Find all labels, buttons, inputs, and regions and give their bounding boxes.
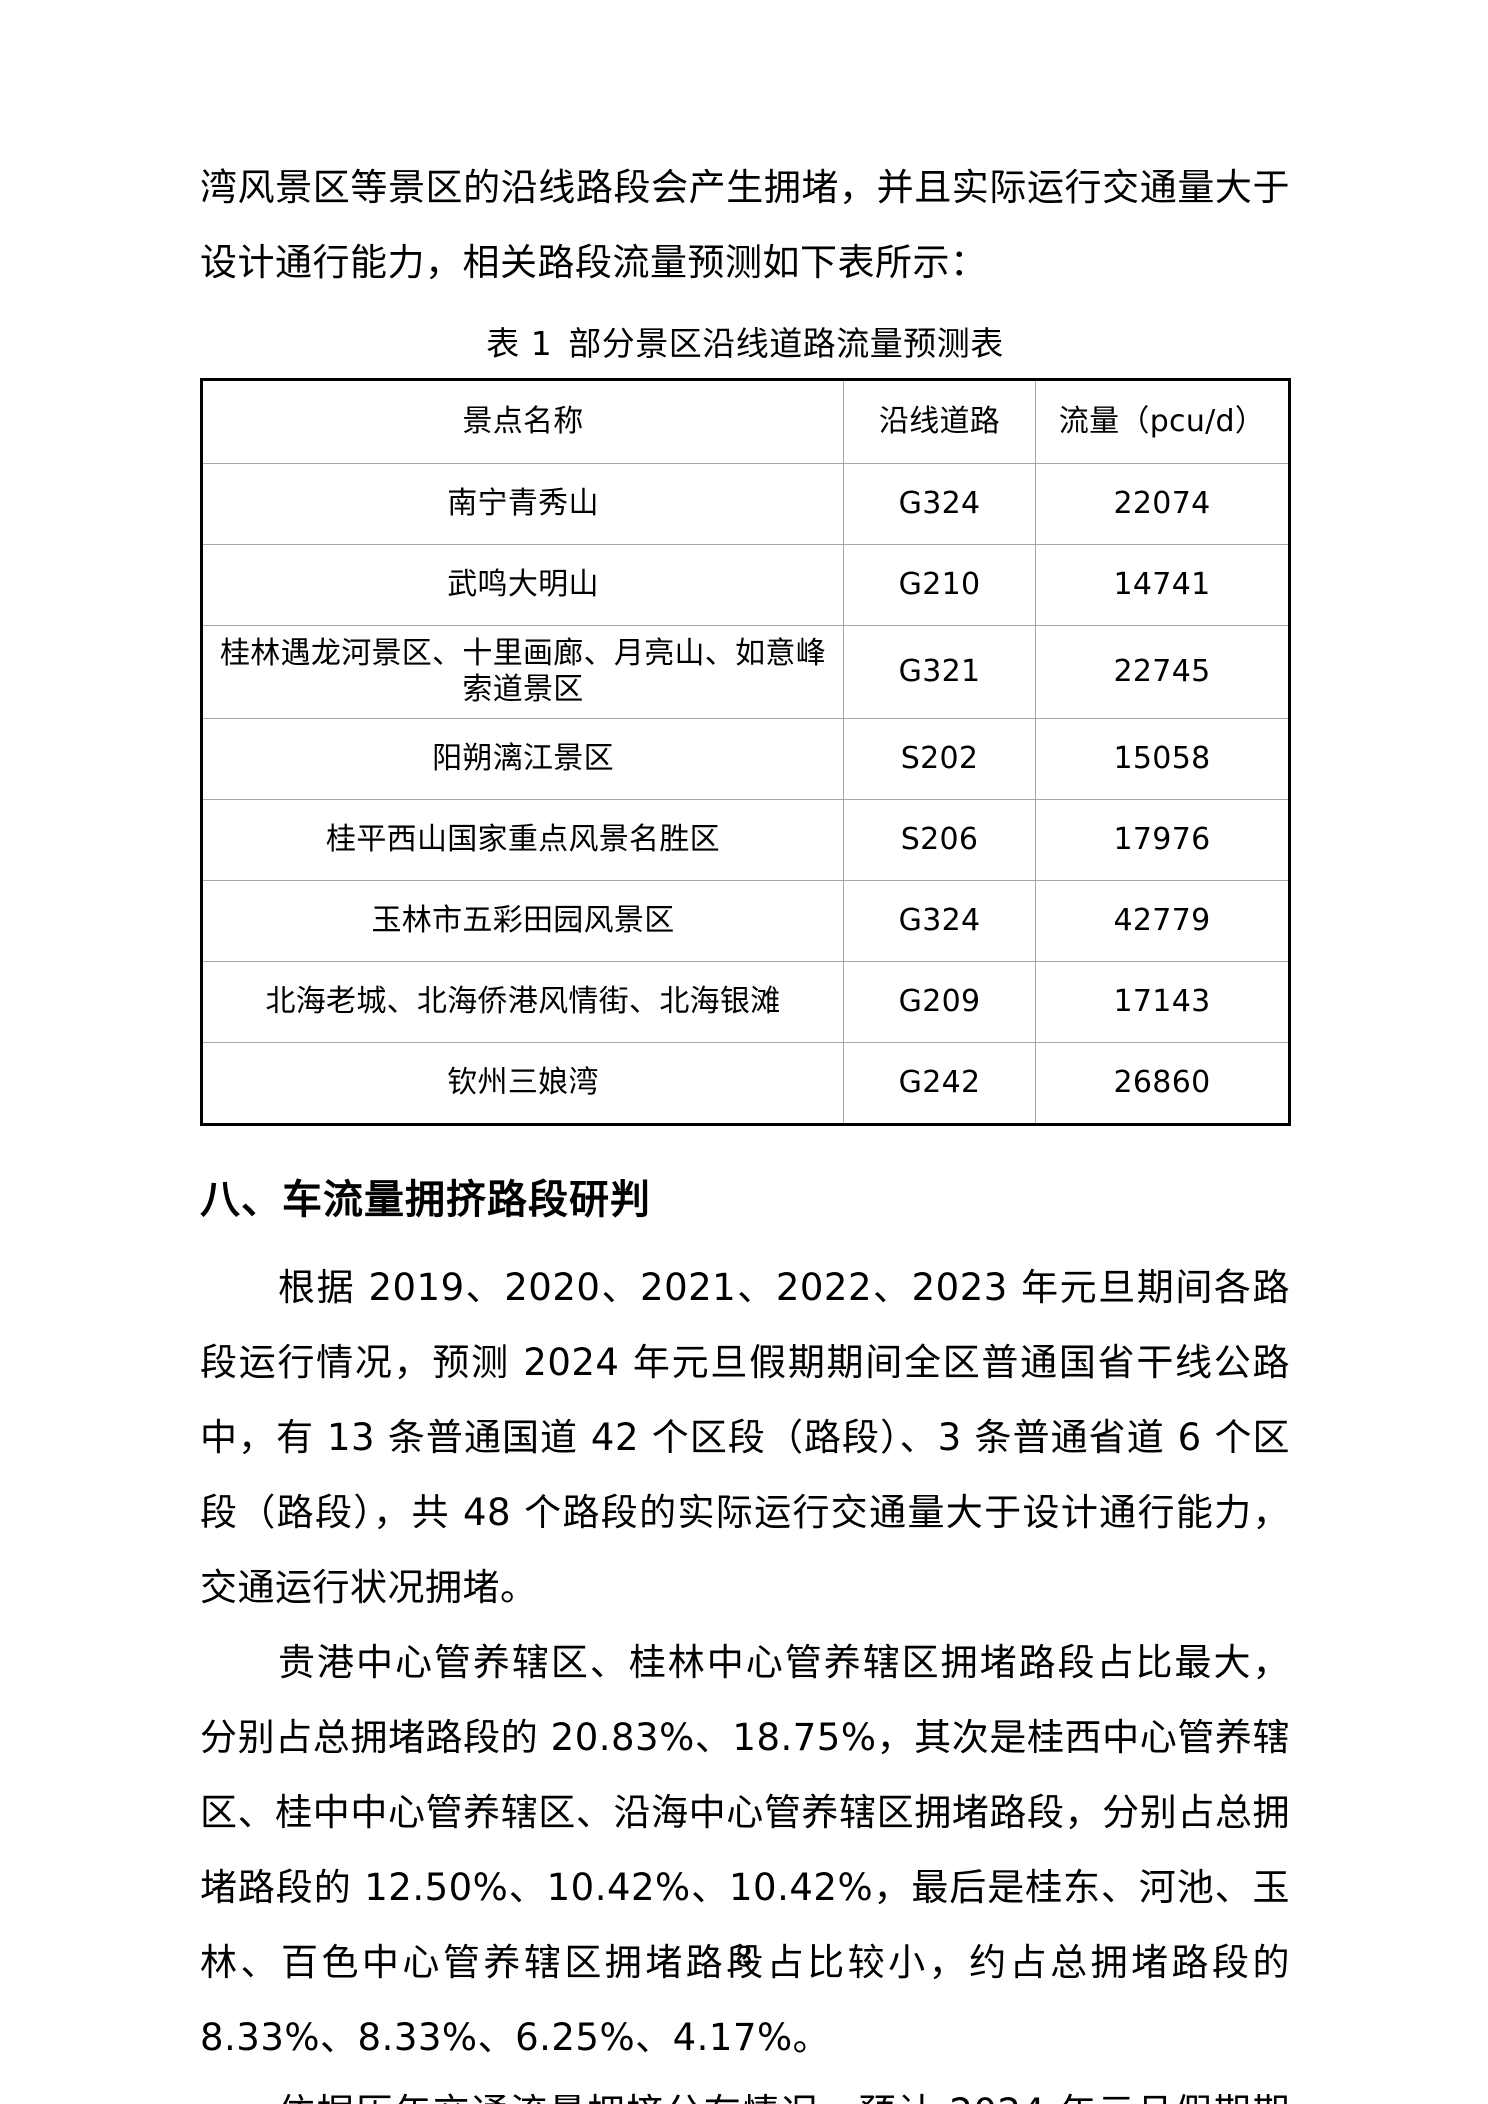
section-heading: 八、车流量拥挤路段研判 xyxy=(200,1177,651,1223)
cell-scenic: 南宁青秀山 xyxy=(200,463,844,545)
table-row: 南宁青秀山 G324 22074 xyxy=(200,463,1291,545)
cell-flow: 17976 xyxy=(1035,799,1291,881)
cell-scenic: 桂平西山国家重点风景名胜区 xyxy=(200,799,844,881)
cell-scenic: 玉林市五彩田园风景区 xyxy=(200,880,844,962)
cell-road: G324 xyxy=(843,463,1036,545)
cell-road: S202 xyxy=(843,718,1036,800)
cell-road: G242 xyxy=(843,1042,1036,1126)
table-caption-label: 表 1 xyxy=(486,324,553,363)
cell-scenic: 阳朔漓江景区 xyxy=(200,718,844,800)
page-number: 8 xyxy=(735,1940,753,1973)
table-caption-text: 部分景区沿线道路流量预测表 xyxy=(568,324,1004,363)
paragraph-3: 依据历年交通流量拥挤分布情况，预计 2024 年元旦假期期间全区 xyxy=(200,2075,1290,2104)
cell-flow: 22745 xyxy=(1035,625,1291,719)
cell-scenic: 钦州三娘湾 xyxy=(200,1042,844,1126)
paragraph-2: 贵港中心管养辖区、桂林中心管养辖区拥堵路段占比最大，分别占总拥堵路段的 20.8… xyxy=(200,1641,1290,2059)
cell-flow: 26860 xyxy=(1035,1042,1291,1126)
column-header-road: 沿线道路 xyxy=(843,378,1036,464)
cell-road: S206 xyxy=(843,799,1036,881)
table-row: 阳朔漓江景区 S202 15058 xyxy=(200,718,1291,800)
scenic-road-flow-table: 景点名称 沿线道路 流量（pcu/d） 南宁青秀山 G324 22074 武鸣大… xyxy=(200,378,1291,1126)
paragraph-intro: 湾风景区等景区的沿线路段会产生拥堵，并且实际运行交通量大于设计通行能力，相关路段… xyxy=(200,166,1290,284)
column-header-scenic: 景点名称 xyxy=(200,378,844,464)
table-header-row: 景点名称 沿线道路 流量（pcu/d） xyxy=(200,378,1291,464)
table-row: 桂林遇龙河景区、十里画廊、月亮山、如意峰索道景区 G321 22745 xyxy=(200,625,1291,719)
cell-road: G209 xyxy=(843,961,1036,1043)
table-row: 武鸣大明山 G210 14741 xyxy=(200,544,1291,626)
table-row: 钦州三娘湾 G242 26860 xyxy=(200,1042,1291,1126)
cell-flow: 14741 xyxy=(1035,544,1291,626)
paragraph-1: 根据 2019、2020、2021、2022、2023 年元旦期间各路段运行情况… xyxy=(200,1266,1290,1609)
cell-flow: 17143 xyxy=(1035,961,1291,1043)
cell-road: G321 xyxy=(843,625,1036,719)
table-caption: 表 1 部分景区沿线道路流量预测表 xyxy=(200,316,1290,372)
cell-road: G324 xyxy=(843,880,1036,962)
table-row: 桂平西山国家重点风景名胜区 S206 17976 xyxy=(200,799,1291,881)
table-row: 玉林市五彩田园风景区 G324 42779 xyxy=(200,880,1291,962)
cell-scenic: 桂林遇龙河景区、十里画廊、月亮山、如意峰索道景区 xyxy=(200,625,844,719)
table-row: 北海老城、北海侨港风情街、北海银滩 G209 17143 xyxy=(200,961,1291,1043)
column-header-flow: 流量（pcu/d） xyxy=(1035,378,1291,464)
cell-flow: 42779 xyxy=(1035,880,1291,962)
cell-road: G210 xyxy=(843,544,1036,626)
cell-scenic: 武鸣大明山 xyxy=(200,544,844,626)
cell-scenic: 北海老城、北海侨港风情街、北海银滩 xyxy=(200,961,844,1043)
cell-flow: 15058 xyxy=(1035,718,1291,800)
page-content: 湾风景区等景区的沿线路段会产生拥堵，并且实际运行交通量大于设计通行能力，相关路段… xyxy=(200,150,1291,2104)
cell-flow: 22074 xyxy=(1035,463,1291,545)
